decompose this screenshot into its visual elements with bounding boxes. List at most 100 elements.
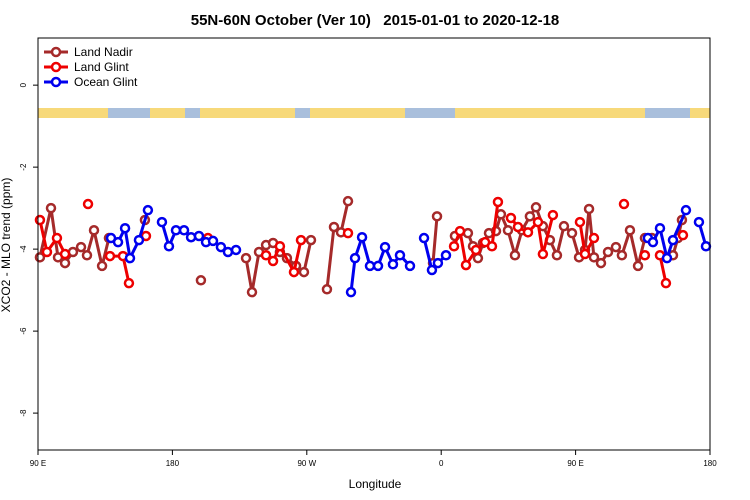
data-point — [579, 248, 591, 260]
data-point — [677, 229, 689, 241]
data-point — [123, 277, 135, 289]
land-strip — [38, 108, 108, 118]
data-point — [602, 246, 614, 258]
data-point — [112, 236, 124, 248]
x-tick-label: 180 — [703, 459, 717, 468]
data-point — [195, 275, 207, 286]
data-point — [404, 260, 416, 272]
data-point — [610, 241, 622, 253]
land-strip — [455, 108, 645, 118]
data-point — [345, 286, 357, 298]
data-point — [288, 266, 300, 278]
data-point — [394, 250, 406, 261]
data-point — [119, 222, 131, 234]
data-point — [104, 250, 116, 262]
land-strip — [690, 108, 710, 118]
data-point — [440, 250, 452, 261]
data-point — [654, 222, 666, 234]
data-point — [222, 246, 234, 258]
data-point — [558, 220, 570, 232]
data-point — [470, 244, 482, 256]
data-point — [156, 216, 168, 228]
data-point — [215, 241, 227, 253]
chart-title: 55N-60N October (Ver 10) 2015-01-01 to 2… — [191, 12, 560, 29]
data-point — [522, 227, 534, 238]
plot-area — [34, 195, 712, 298]
data-point — [588, 252, 600, 263]
data-point — [647, 236, 659, 248]
x-tick-label: 180 — [166, 459, 180, 468]
y-tick-label: -4 — [19, 245, 28, 253]
data-point — [595, 257, 607, 269]
data-point — [693, 216, 705, 228]
data-point — [426, 264, 438, 276]
legend-marker — [50, 76, 62, 88]
data-point — [486, 241, 498, 252]
data-point — [372, 260, 384, 272]
data-point — [660, 277, 672, 289]
data-point — [454, 225, 466, 237]
data-point — [82, 198, 94, 210]
data-point — [700, 241, 712, 252]
data-point — [387, 259, 399, 270]
data-point — [537, 248, 549, 260]
data-point — [267, 255, 279, 267]
data-point — [618, 198, 630, 210]
data-point — [431, 211, 443, 222]
data-point — [75, 241, 87, 253]
data-point — [356, 231, 368, 243]
legend-label: Ocean Glint — [74, 75, 138, 89]
land-strip — [310, 108, 405, 118]
y-tick-label: -8 — [19, 409, 28, 417]
data-point — [432, 257, 444, 269]
land-strip — [150, 108, 185, 118]
data-point — [551, 250, 563, 261]
plot-frame — [37, 37, 711, 451]
data-point — [193, 230, 205, 242]
series — [105, 204, 712, 298]
data-point — [342, 227, 354, 239]
data-point — [185, 231, 197, 243]
data-point — [512, 221, 524, 233]
data-point — [246, 286, 258, 298]
legend-marker — [50, 46, 62, 58]
data-point — [88, 225, 100, 236]
data-point — [163, 241, 175, 252]
y-tick-label: -2 — [19, 163, 28, 171]
data-point — [448, 241, 460, 252]
data-point — [566, 227, 578, 239]
data-point — [524, 211, 536, 222]
data-point — [59, 257, 71, 269]
x-tick-label: 90 E — [30, 459, 46, 468]
data-point — [230, 244, 242, 256]
data-point — [418, 232, 430, 244]
data-point — [667, 234, 679, 246]
data-point — [124, 252, 136, 264]
data-point — [321, 284, 333, 295]
data-point — [495, 209, 507, 220]
data-point — [295, 234, 307, 246]
data-point — [51, 232, 63, 244]
data-point — [328, 221, 340, 233]
data-point — [509, 250, 521, 261]
data-point — [207, 235, 219, 247]
data-point — [274, 241, 286, 252]
data-point — [142, 204, 154, 216]
data-point — [588, 232, 600, 244]
data-point — [59, 248, 71, 260]
x-tick-label: 0 — [439, 459, 444, 468]
data-point — [133, 234, 145, 246]
data-point — [41, 246, 53, 258]
data-point — [583, 203, 595, 215]
data-point — [349, 252, 361, 264]
x-tick-label: 90 E — [567, 459, 583, 468]
x-tick-label: 90 W — [297, 459, 316, 468]
data-point — [460, 259, 472, 271]
y-tick-label: 0 — [19, 82, 28, 87]
y-axis-label: XCO2 - MLO trend (ppm) — [0, 178, 13, 313]
data-point — [632, 260, 644, 272]
y-tick-label: -6 — [19, 327, 28, 335]
data-point — [661, 252, 673, 264]
data-point — [639, 250, 651, 261]
data-point — [574, 216, 586, 228]
